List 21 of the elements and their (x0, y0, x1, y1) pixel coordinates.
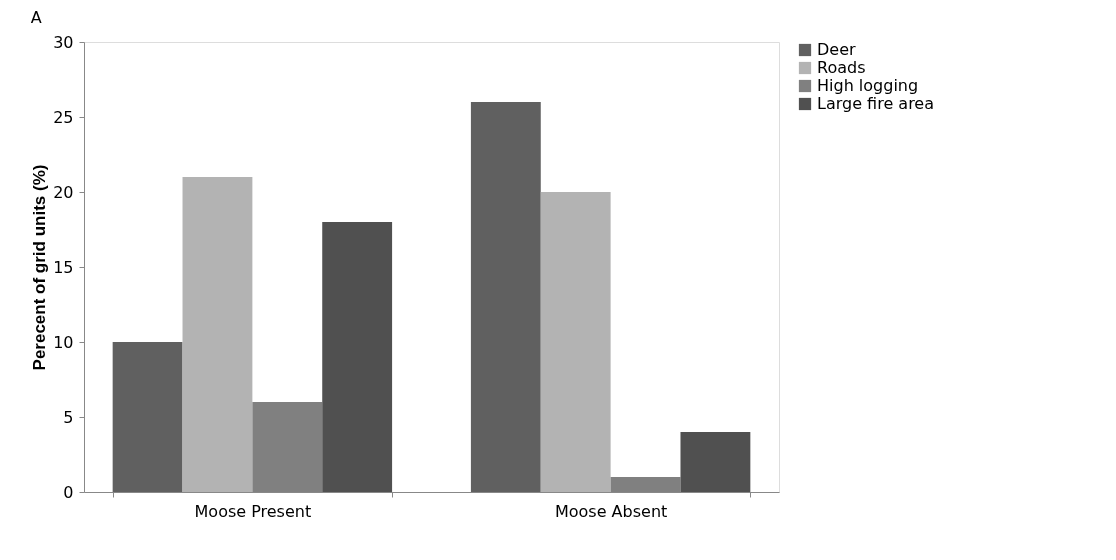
x-tick-label: Moose Present (194, 501, 312, 521)
bar (182, 177, 253, 492)
legend-label: High logging (817, 76, 919, 95)
y-tick-label: 30 (53, 32, 74, 52)
y-tick-label: 20 (53, 182, 74, 202)
legend-label: Roads (817, 58, 866, 77)
bar (680, 432, 751, 492)
chart-title: A (30, 8, 42, 27)
y-axis-title: Perecent of grid units (%) (30, 164, 50, 371)
bar (322, 222, 393, 492)
y-tick-label: 0 (63, 482, 74, 502)
y-tick-label: 25 (53, 107, 74, 127)
y-tick-label: 15 (53, 257, 74, 277)
y-tick-label: 10 (53, 332, 74, 352)
x-tick-label: Moose Absent (554, 501, 668, 521)
bar (540, 192, 611, 492)
bar (470, 102, 541, 492)
y-tick-label: 5 (63, 407, 74, 427)
legend-label: Large fire area (817, 94, 935, 113)
legend-label: Deer (817, 40, 857, 59)
bar (112, 342, 183, 492)
